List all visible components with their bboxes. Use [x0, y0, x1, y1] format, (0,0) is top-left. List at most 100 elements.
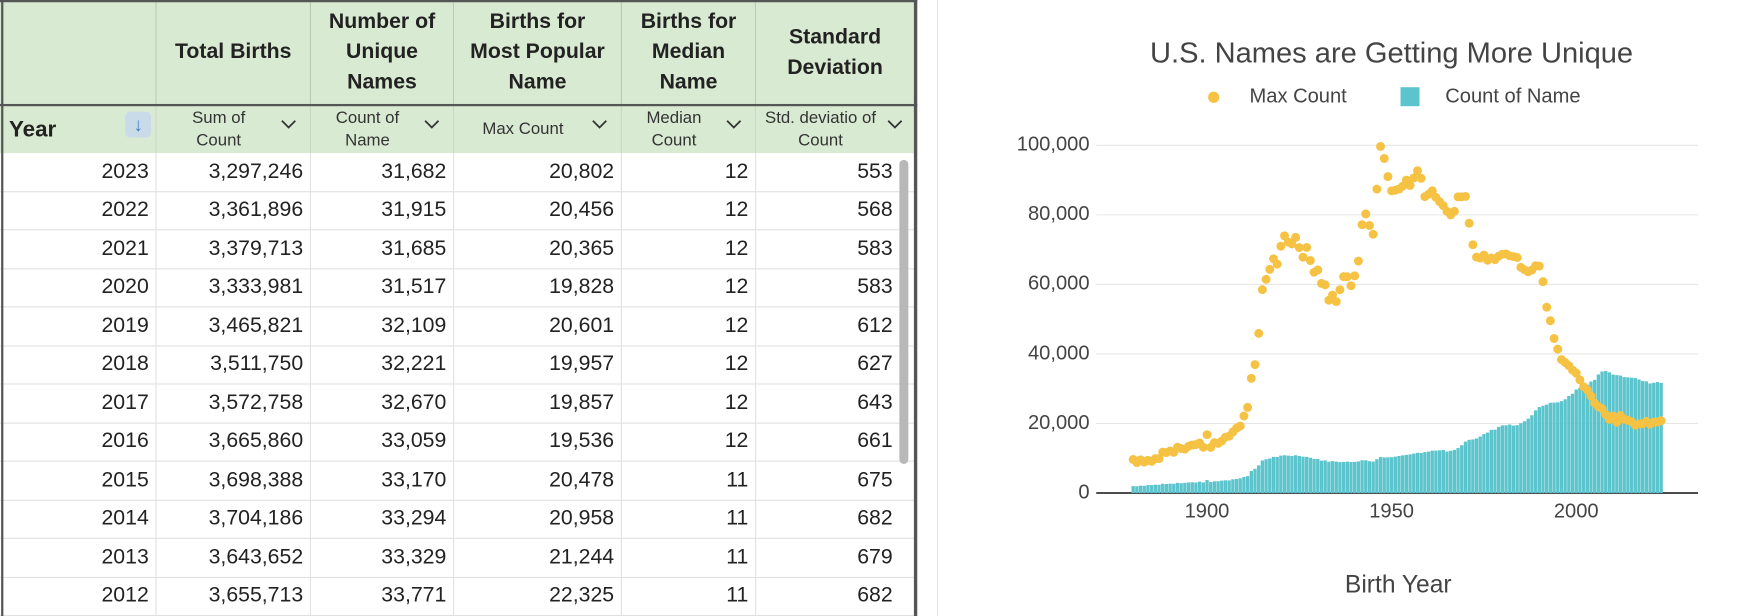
value-field[interactable]: Max Count [454, 105, 622, 154]
data-cell: 20,478 [454, 461, 622, 501]
cell-text: 2018 [101, 352, 149, 376]
bar [1209, 482, 1213, 494]
value-field[interactable]: Sum of Count [156, 105, 311, 154]
bar [1404, 454, 1409, 494]
bar [1467, 439, 1471, 494]
column-header: Births for Median Name [621, 0, 757, 106]
point [1361, 209, 1371, 219]
value-field[interactable]: Count of Name [310, 105, 455, 154]
bar [1567, 396, 1571, 494]
cell-text: 32,109 [381, 313, 447, 338]
cell-text: 2017 [101, 391, 149, 415]
point [1250, 360, 1260, 370]
bar [1223, 480, 1228, 494]
cell-text: 12 [724, 159, 749, 184]
column-header: Total Births [156, 0, 311, 106]
data-cell: 2013 [0, 538, 157, 578]
sort-icon[interactable]: ↓ [125, 111, 152, 138]
cell-text: 627 [857, 352, 893, 376]
bar [1541, 405, 1545, 494]
bar [1471, 439, 1475, 494]
bar [1489, 429, 1493, 494]
bar [1168, 483, 1172, 494]
dropdown-chevron[interactable] [424, 119, 440, 130]
dropdown-chevron[interactable] [592, 119, 608, 130]
point [1198, 442, 1208, 452]
bar [1460, 445, 1464, 494]
cell-text: 3,698,388 [208, 468, 304, 492]
table-border [913, 0, 918, 616]
cell-text: 2019 [101, 313, 149, 338]
bar [1574, 389, 1578, 494]
bar [1275, 456, 1279, 494]
legend-label: Max Count [1249, 86, 1347, 108]
bar [1297, 456, 1301, 494]
data-cell: 11 [621, 461, 757, 501]
data-cell: 2016 [0, 423, 157, 462]
bar [1419, 452, 1423, 494]
cell-text: 33,329 [381, 545, 447, 569]
scrollbar[interactable] [899, 159, 909, 464]
data-cell: 21,244 [454, 538, 622, 578]
cell-text: 2022 [101, 198, 149, 222]
x-tick-label: 2000 [1554, 500, 1599, 522]
bar [1482, 434, 1486, 494]
point [1346, 281, 1356, 291]
data-cell: 682 [756, 500, 916, 539]
point [1416, 173, 1426, 183]
point [1376, 141, 1386, 151]
bar [1146, 485, 1150, 494]
point [1464, 218, 1474, 228]
cell-text: 682 [857, 583, 893, 608]
bar [1375, 459, 1379, 494]
bar [1356, 461, 1361, 494]
cell-text: 20,478 [549, 468, 615, 492]
cell-text: 2016 [101, 429, 149, 454]
bar [1533, 410, 1538, 494]
bar [1290, 456, 1294, 494]
dropdown-chevron[interactable] [281, 119, 297, 130]
bar [1611, 374, 1615, 494]
bar [1242, 476, 1246, 494]
bar [1401, 455, 1405, 494]
cell-text: 20,802 [549, 159, 615, 184]
data-cell: 2022 [0, 191, 157, 231]
cell-text: 3,643,652 [208, 545, 304, 569]
point [1460, 191, 1470, 201]
bar [1172, 483, 1176, 494]
cell-text: 3,465,821 [208, 313, 304, 338]
cell-text: 33,294 [381, 506, 447, 531]
value-field[interactable]: Median Count [621, 105, 757, 154]
point [1320, 280, 1330, 290]
data-cell: 19,857 [454, 384, 622, 424]
data-cell: 12 [621, 346, 757, 385]
bar [1497, 426, 1501, 494]
bar [1441, 449, 1445, 494]
cell-text: Standard Deviation [787, 25, 883, 79]
cell-text: 3,572,758 [208, 391, 304, 415]
bar [1367, 461, 1372, 494]
column-header: Number of Unique Names [310, 0, 455, 106]
bar [1452, 449, 1457, 494]
bar [1268, 458, 1272, 494]
value-field[interactable]: Std. deviatio of Count [756, 105, 916, 154]
bar [1319, 460, 1324, 494]
bar [1353, 461, 1357, 494]
bar [1644, 381, 1649, 494]
point [1549, 333, 1559, 343]
cell-text: 2014 [101, 506, 149, 531]
point [1154, 454, 1164, 464]
data-cell: 3,465,821 [156, 307, 311, 347]
cell-text: 2020 [101, 275, 149, 299]
dropdown-chevron[interactable] [887, 119, 903, 130]
bar [1323, 460, 1327, 494]
cell-text: 12 [724, 429, 749, 454]
point [1612, 417, 1622, 427]
dropdown-chevron[interactable] [726, 119, 742, 130]
chart-title: U.S. Names are Getting More Unique [1150, 37, 1633, 69]
cell-text: 33,771 [381, 583, 447, 608]
chevron [424, 120, 440, 129]
data-cell: 682 [756, 577, 916, 616]
point [1331, 297, 1341, 307]
